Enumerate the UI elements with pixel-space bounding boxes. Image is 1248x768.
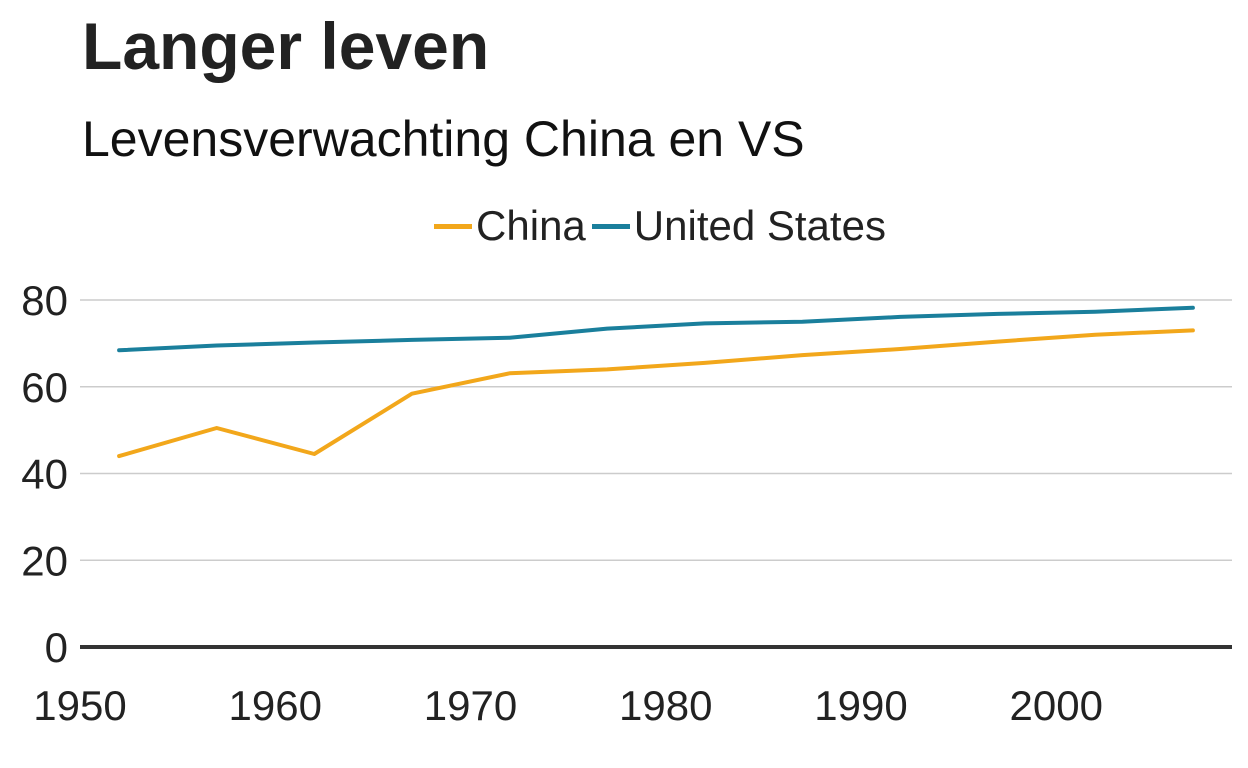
legend-label-china: China bbox=[476, 202, 586, 249]
legend-swatch-united-states bbox=[591, 223, 630, 229]
series-line-united-states bbox=[117, 305, 1195, 353]
y-tick-label-20: 20 bbox=[21, 537, 68, 584]
x-tick-label-2000: 2000 bbox=[1010, 682, 1103, 729]
x-tick-label-1990: 1990 bbox=[814, 682, 907, 729]
chart-title: Langer leven bbox=[82, 9, 490, 83]
legend-label-united-states: United States bbox=[633, 202, 886, 249]
y-tick-label-40: 40 bbox=[21, 451, 68, 498]
chart-subtitle: Levensverwachting China en VS bbox=[82, 111, 805, 167]
y-tick-label-0: 0 bbox=[45, 624, 68, 671]
x-tick-label-1950: 1950 bbox=[33, 682, 126, 729]
chart-legend: China United States bbox=[0, 196, 1248, 256]
x-tick-label-1960: 1960 bbox=[229, 682, 322, 729]
legend-swatch-china bbox=[434, 223, 473, 229]
legend-item-united-states: United States bbox=[591, 202, 886, 250]
y-tick-label-60: 60 bbox=[21, 364, 68, 411]
series-line-china bbox=[117, 328, 1195, 459]
x-tick-label-1980: 1980 bbox=[619, 682, 712, 729]
x-tick-label-1970: 1970 bbox=[424, 682, 517, 729]
legend-item-china: China bbox=[434, 202, 586, 250]
y-tick-label-80: 80 bbox=[21, 277, 68, 324]
